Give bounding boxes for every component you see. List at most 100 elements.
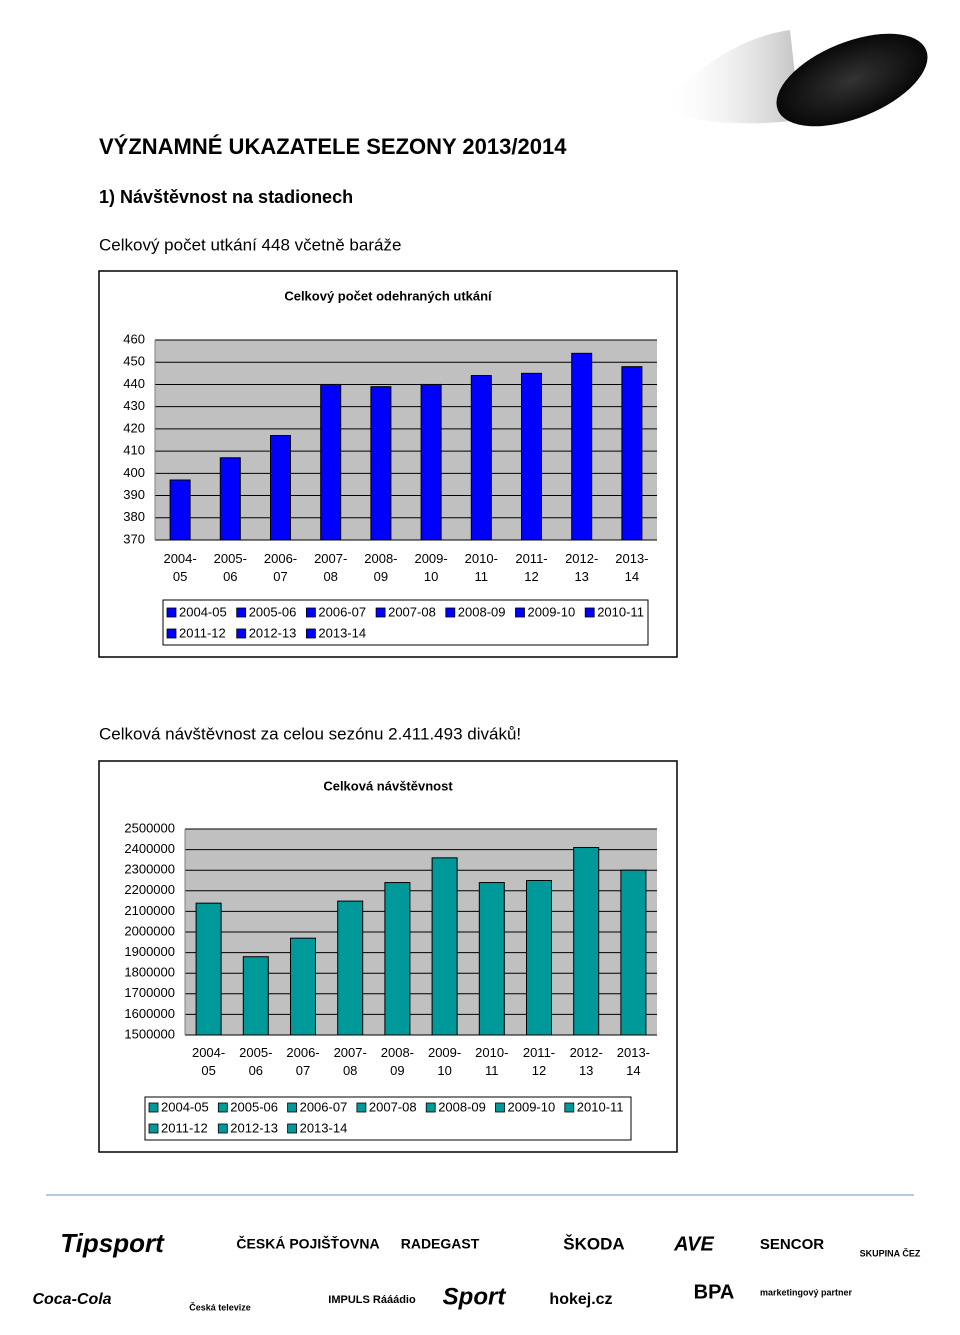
y-tick-label: 2100000 [124,903,175,918]
x-tick-label: 2005-06 [239,1045,272,1078]
legend-label: 2007-08 [369,1099,417,1114]
sponsor-logo: SKUPINA ČEZ [860,1247,921,1258]
legend-label: 2008-09 [438,1099,486,1114]
legend-label: 2011-12 [161,1120,208,1135]
legend-label: 2010-11 [577,1099,624,1114]
legend-swatch [495,1102,505,1113]
legend-swatch [148,1102,159,1113]
bar [169,479,191,541]
x-tick-label: 2009-10 [428,1045,461,1078]
x-tick-label: 2006-07 [264,551,297,584]
legend-label: 2013-14 [300,1120,348,1135]
y-tick-label: 450 [123,354,145,369]
sponsor-logo: RADEGAST [401,1236,480,1252]
x-tick-label: 2010-11 [465,551,498,584]
y-tick-label: 410 [123,443,145,458]
sponsor-logo: SENCOR [760,1236,824,1253]
legend-swatch [515,607,525,618]
x-tick-label: 2013-14 [615,551,648,584]
y-tick-label: 390 [123,487,145,502]
x-tick-label: 2004-05 [163,551,196,584]
legend-swatch [445,607,456,618]
legend-swatch [148,1123,159,1134]
legend-label: 2009-10 [508,1099,556,1114]
bar [573,847,600,1036]
legend-swatch [236,607,247,618]
legend-label: 2004-05 [161,1099,209,1114]
x-tick-label: 2009-10 [414,551,447,584]
y-tick-label: 400 [123,465,145,480]
y-tick-label: 430 [123,398,145,413]
sponsor-logo: Česká televize [189,1301,251,1312]
legend-swatch [584,607,595,618]
games-text: Celkový počet utkání 448 včetně baráže [99,235,401,254]
bar [270,435,291,541]
x-tick-label: 2012-13 [570,1045,603,1078]
bar [526,880,552,1036]
legend-swatch [375,607,386,618]
legend-swatch [356,1102,367,1113]
legend-swatch [287,1102,298,1113]
bar [521,372,542,541]
y-tick-label: 2200000 [124,882,175,897]
chart-title: Celková návštěvnost [323,778,453,793]
sponsor-logo: ŠKODA [563,1234,624,1253]
legend-swatch [425,1102,436,1113]
bar [384,882,411,1036]
y-tick-label: 2500000 [124,820,175,835]
legend-label: 2009-10 [528,604,576,619]
x-tick-label: 2012-13 [565,551,598,584]
y-tick-label: 1600000 [124,1006,175,1021]
y-tick-label: 2000000 [124,923,175,938]
puck-image [660,30,928,127]
bar [290,937,316,1036]
sponsor-logo: marketingový partner [760,1287,853,1297]
legend-swatch [217,1123,228,1134]
legend-swatch [564,1102,575,1113]
sponsor-logo: ČESKÁ POJIŠŤOVNA [236,1235,379,1252]
legend-swatch [305,607,316,618]
legend-label: 2012-13 [249,625,297,640]
y-tick-label: 2300000 [124,862,175,877]
legend-label: 2005-06 [249,604,297,619]
y-tick-label: 420 [123,420,145,435]
x-tick-label: 2013-14 [617,1045,650,1078]
bar [420,383,442,541]
x-tick-label: 2010-11 [475,1045,508,1078]
bar [219,457,241,541]
y-tick-label: 380 [123,509,145,524]
legend-label: 2012-13 [230,1120,278,1135]
legend-label: 2013-14 [318,625,366,640]
bar [621,366,643,541]
y-tick-label: 460 [123,331,145,346]
sponsor-logo: AVE [673,1233,714,1255]
legend-swatch [305,628,316,639]
x-tick-label: 2007-08 [334,1045,367,1078]
section-title: 1) Návštěvnost na stadionech [99,187,353,207]
y-tick-label: 370 [123,531,145,546]
legend-label: 2006-07 [318,604,366,619]
legend-label: 2010-11 [597,604,644,619]
bar [620,869,647,1036]
legend-label: 2011-12 [179,625,226,640]
sponsor-logo: BPA [694,1281,735,1303]
legend-swatch [217,1102,228,1113]
chart-title: Celkový počet odehraných utkání [284,288,492,303]
bar [320,383,342,541]
legend-swatch [166,628,177,639]
sponsor-logo: Sport [443,1283,507,1310]
sponsor-logo: Coca-Cola [32,1291,111,1308]
bar [337,900,364,1036]
bar [478,882,505,1036]
legend-label: 2006-07 [300,1099,348,1114]
y-tick-label: 1500000 [124,1026,175,1041]
legend-label: 2008-09 [458,604,506,619]
x-tick-label: 2004-05 [192,1045,225,1078]
x-tick-label: 2011-12 [515,551,547,584]
bar [431,857,458,1036]
legend-label: 2007-08 [388,604,436,619]
bar [195,902,222,1036]
y-tick-label: 2400000 [124,841,175,856]
page-title: VÝZNAMNÉ UKAZATELE SEZONY 2013/2014 [99,134,567,159]
